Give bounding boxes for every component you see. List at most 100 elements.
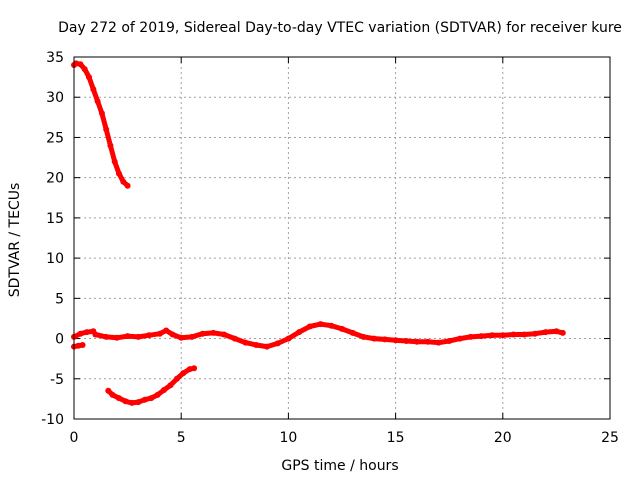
- y-tick-label: 20: [46, 171, 64, 187]
- data-point: [107, 142, 114, 149]
- data-point: [339, 325, 345, 332]
- data-point: [446, 338, 453, 344]
- data-point: [77, 61, 84, 68]
- data-point: [167, 382, 174, 389]
- data-point: [94, 98, 101, 105]
- data-point: [499, 332, 506, 339]
- y-tick-label: 5: [55, 291, 64, 307]
- x-axis-title: GPS time / hours: [281, 458, 398, 474]
- data-point: [467, 333, 474, 340]
- data-point: [79, 342, 86, 348]
- series-line-0: [71, 60, 131, 189]
- data-point: [532, 330, 538, 337]
- x-tick-label: 10: [279, 430, 297, 446]
- data-point: [328, 322, 335, 329]
- data-point: [163, 327, 170, 334]
- data-point: [77, 330, 84, 337]
- y-tick-label: 30: [46, 90, 64, 106]
- data-point: [296, 329, 303, 336]
- data-point: [510, 331, 517, 338]
- data-point: [178, 334, 185, 341]
- data-point: [92, 331, 99, 338]
- data-point: [381, 336, 388, 343]
- data-point: [90, 86, 97, 93]
- data-point: [210, 329, 217, 336]
- data-point: [188, 333, 195, 340]
- data-point: [156, 330, 163, 337]
- data-point: [264, 343, 270, 350]
- data-point: [173, 375, 180, 382]
- data-point: [242, 339, 249, 346]
- data-point: [253, 342, 260, 348]
- data-point: [161, 387, 167, 393]
- plot-frame: [73, 56, 611, 420]
- data-point: [146, 332, 152, 339]
- data-point: [98, 110, 105, 117]
- data-point: [135, 333, 142, 340]
- data-point: [148, 395, 155, 402]
- data-point: [103, 333, 110, 340]
- data-point: [191, 365, 198, 372]
- data-point: [120, 178, 127, 185]
- data-point: [231, 335, 238, 342]
- y-tick-label: 10: [46, 251, 64, 267]
- data-point: [392, 337, 399, 344]
- data-point: [169, 331, 176, 338]
- data-point: [435, 339, 442, 346]
- data-point: [103, 126, 110, 133]
- y-tick-label: -10: [41, 412, 64, 428]
- data-point: [306, 323, 313, 330]
- data-point: [489, 332, 496, 339]
- data-point: [109, 391, 116, 398]
- data-point: [285, 335, 292, 342]
- y-tick-label: 35: [46, 50, 64, 66]
- data-point: [116, 395, 122, 402]
- data-point: [180, 370, 187, 377]
- y-tick-label: 25: [46, 130, 64, 146]
- series-group: [71, 60, 566, 406]
- x-tick-label: 15: [387, 430, 405, 446]
- data-point: [553, 328, 560, 335]
- x-tick-label: 25: [601, 430, 619, 446]
- data-point: [371, 335, 378, 342]
- data-point: [317, 321, 324, 328]
- data-point: [414, 338, 420, 345]
- data-point: [456, 335, 463, 342]
- data-point: [116, 170, 122, 177]
- y-tick-label: 15: [46, 211, 64, 227]
- data-point: [141, 396, 148, 403]
- data-point: [124, 333, 131, 340]
- data-point: [349, 329, 356, 336]
- data-point: [403, 338, 410, 344]
- data-point: [274, 340, 281, 347]
- data-point: [135, 399, 142, 406]
- data-point: [478, 333, 485, 340]
- grid: [74, 57, 610, 419]
- data-point: [86, 74, 92, 81]
- x-tick-label: 20: [494, 430, 512, 446]
- data-point: [521, 331, 528, 338]
- data-point: [122, 398, 129, 405]
- ticks: 0 5 10 15 20 25 -10 -5 0 5 10 15 20 25 30 35: [41, 50, 619, 446]
- chart-title: Day 272 of 2019, Sidereal Day-to-day VTE…: [58, 20, 622, 36]
- data-point: [83, 329, 90, 336]
- data-point: [124, 182, 131, 189]
- data-point: [221, 331, 228, 338]
- data-point: [154, 391, 161, 398]
- data-point: [424, 338, 431, 345]
- y-axis-title: SDTVAR / TECUs: [7, 183, 23, 298]
- x-tick-label: 0: [70, 430, 79, 446]
- data-point: [199, 330, 206, 337]
- data-point: [559, 329, 566, 336]
- y-tick-label: 0: [55, 332, 64, 348]
- data-point: [128, 399, 135, 406]
- data-point: [113, 334, 120, 341]
- data-point: [105, 387, 112, 394]
- y-tick-label: -5: [50, 372, 64, 388]
- x-tick-label: 5: [177, 430, 186, 446]
- data-point: [360, 333, 367, 340]
- data-point: [81, 66, 88, 73]
- data-point: [542, 329, 549, 336]
- data-point: [111, 158, 118, 165]
